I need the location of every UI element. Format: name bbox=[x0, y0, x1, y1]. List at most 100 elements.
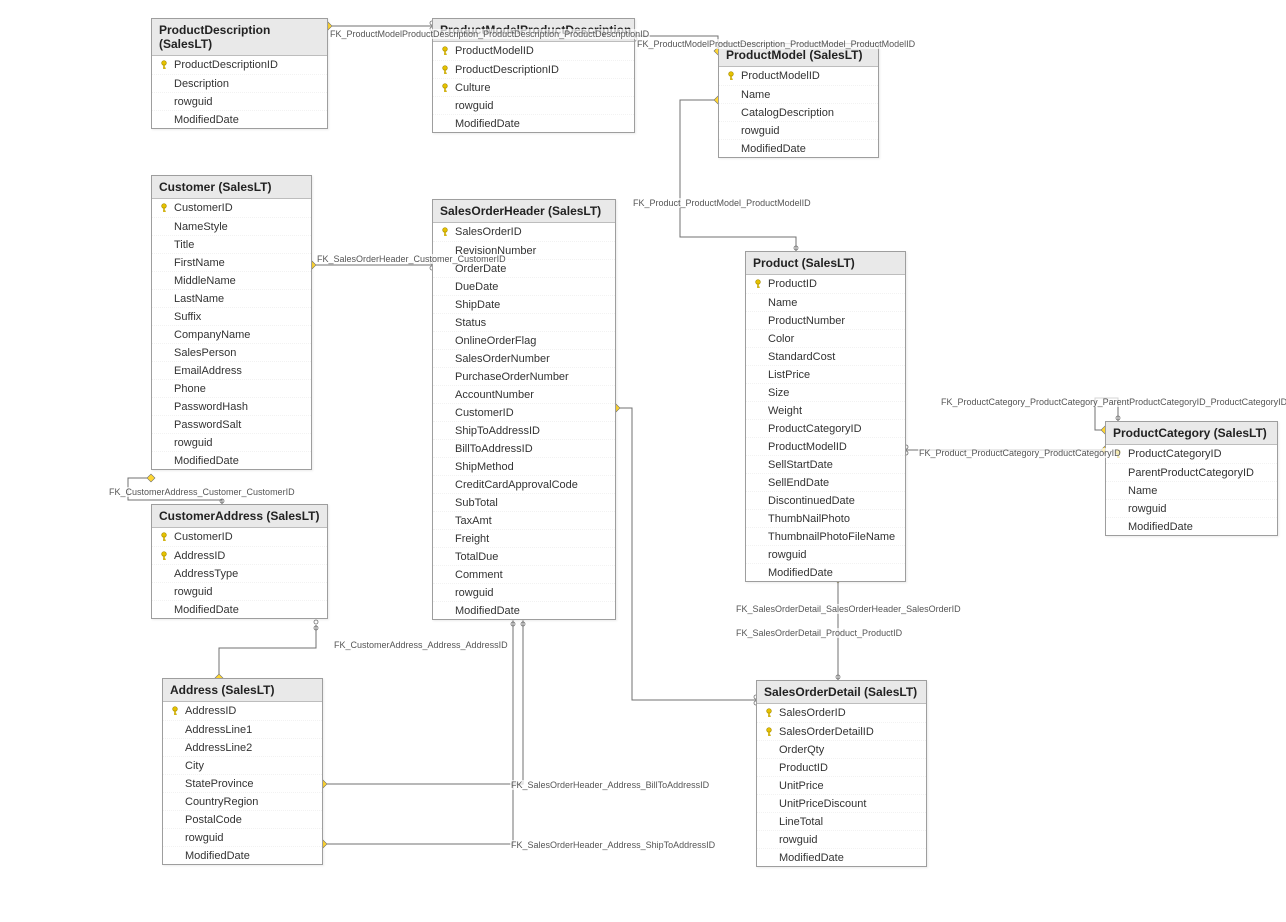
column-row[interactable]: AddressType bbox=[152, 564, 327, 582]
column-row[interactable]: LastName bbox=[152, 289, 311, 307]
column-row[interactable]: Color bbox=[746, 329, 905, 347]
column-row[interactable]: StateProvince bbox=[163, 774, 322, 792]
column-row[interactable]: Phone bbox=[152, 379, 311, 397]
column-row[interactable]: UnitPriceDiscount bbox=[757, 794, 926, 812]
column-row[interactable]: rowguid bbox=[433, 96, 634, 114]
column-row[interactable]: TotalDue bbox=[433, 547, 615, 565]
entity-header[interactable]: ProductDescription (SalesLT) bbox=[152, 19, 327, 56]
column-row[interactable]: rowguid bbox=[757, 830, 926, 848]
column-row[interactable]: ProductModelID bbox=[746, 437, 905, 455]
column-row[interactable]: ProductID bbox=[746, 275, 905, 293]
column-row[interactable]: rowguid bbox=[433, 583, 615, 601]
column-row[interactable]: Weight bbox=[746, 401, 905, 419]
entity-header[interactable]: SalesOrderDetail (SalesLT) bbox=[757, 681, 926, 704]
column-row[interactable]: ProductCategoryID bbox=[746, 419, 905, 437]
entity-CustomerAddress[interactable]: CustomerAddress (SalesLT)CustomerIDAddre… bbox=[151, 504, 328, 619]
column-row[interactable]: DueDate bbox=[433, 277, 615, 295]
column-row[interactable]: AddressLine1 bbox=[163, 720, 322, 738]
column-row[interactable]: CreditCardApprovalCode bbox=[433, 475, 615, 493]
column-row[interactable]: rowguid bbox=[152, 433, 311, 451]
column-row[interactable]: Name bbox=[719, 85, 878, 103]
column-row[interactable]: CountryRegion bbox=[163, 792, 322, 810]
column-row[interactable]: ProductNumber bbox=[746, 311, 905, 329]
entity-header[interactable]: SalesOrderHeader (SalesLT) bbox=[433, 200, 615, 223]
column-row[interactable]: ShipMethod bbox=[433, 457, 615, 475]
column-row[interactable]: PasswordHash bbox=[152, 397, 311, 415]
column-row[interactable]: ShipToAddressID bbox=[433, 421, 615, 439]
column-row[interactable]: SellEndDate bbox=[746, 473, 905, 491]
column-row[interactable]: SubTotal bbox=[433, 493, 615, 511]
entity-Product[interactable]: Product (SalesLT)ProductIDNameProductNum… bbox=[745, 251, 906, 582]
column-row[interactable]: ModifiedDate bbox=[152, 451, 311, 469]
column-row[interactable]: PostalCode bbox=[163, 810, 322, 828]
column-row[interactable]: ShipDate bbox=[433, 295, 615, 313]
column-row[interactable]: Title bbox=[152, 235, 311, 253]
column-row[interactable]: Comment bbox=[433, 565, 615, 583]
column-row[interactable]: SalesPerson bbox=[152, 343, 311, 361]
column-row[interactable]: OnlineOrderFlag bbox=[433, 331, 615, 349]
column-row[interactable]: CatalogDescription bbox=[719, 103, 878, 121]
column-row[interactable]: rowguid bbox=[152, 92, 327, 110]
column-row[interactable]: ProductModelID bbox=[433, 42, 634, 60]
column-row[interactable]: BillToAddressID bbox=[433, 439, 615, 457]
column-row[interactable]: TaxAmt bbox=[433, 511, 615, 529]
column-row[interactable]: CustomerID bbox=[152, 528, 327, 546]
column-row[interactable]: SalesOrderID bbox=[433, 223, 615, 241]
entity-Address[interactable]: Address (SalesLT)AddressIDAddressLine1Ad… bbox=[162, 678, 323, 865]
entity-ProductDescription[interactable]: ProductDescription (SalesLT)ProductDescr… bbox=[151, 18, 328, 129]
column-row[interactable]: CustomerID bbox=[433, 403, 615, 421]
entity-header[interactable]: Product (SalesLT) bbox=[746, 252, 905, 275]
column-row[interactable]: ParentProductCategoryID bbox=[1106, 463, 1277, 481]
column-row[interactable]: Status bbox=[433, 313, 615, 331]
column-row[interactable]: ModifiedDate bbox=[163, 846, 322, 864]
entity-body[interactable]: ProductIDNameProductNumberColorStandardC… bbox=[746, 275, 905, 581]
column-row[interactable]: Name bbox=[746, 293, 905, 311]
column-row[interactable]: OrderQty bbox=[757, 740, 926, 758]
column-row[interactable]: rowguid bbox=[152, 582, 327, 600]
column-row[interactable]: ProductDescriptionID bbox=[433, 60, 634, 78]
column-row[interactable]: SellStartDate bbox=[746, 455, 905, 473]
column-row[interactable]: ProductCategoryID bbox=[1106, 445, 1277, 463]
column-row[interactable]: City bbox=[163, 756, 322, 774]
column-row[interactable]: UnitPrice bbox=[757, 776, 926, 794]
column-row[interactable]: FirstName bbox=[152, 253, 311, 271]
column-row[interactable]: rowguid bbox=[1106, 499, 1277, 517]
column-row[interactable]: AddressID bbox=[152, 546, 327, 564]
column-row[interactable]: Freight bbox=[433, 529, 615, 547]
column-row[interactable]: EmailAddress bbox=[152, 361, 311, 379]
column-row[interactable]: SalesOrderNumber bbox=[433, 349, 615, 367]
column-row[interactable]: StandardCost bbox=[746, 347, 905, 365]
column-row[interactable]: ThumbNailPhoto bbox=[746, 509, 905, 527]
entity-SalesOrderDetail[interactable]: SalesOrderDetail (SalesLT)SalesOrderIDSa… bbox=[756, 680, 927, 867]
column-row[interactable]: rowguid bbox=[163, 828, 322, 846]
column-row[interactable]: PasswordSalt bbox=[152, 415, 311, 433]
column-row[interactable]: rowguid bbox=[746, 545, 905, 563]
column-row[interactable]: SalesOrderID bbox=[757, 704, 926, 722]
column-row[interactable]: MiddleName bbox=[152, 271, 311, 289]
entity-header[interactable]: Address (SalesLT) bbox=[163, 679, 322, 702]
column-row[interactable]: ModifiedDate bbox=[433, 601, 615, 619]
relationship-edge[interactable] bbox=[219, 625, 316, 678]
column-row[interactable]: ModifiedDate bbox=[746, 563, 905, 581]
column-row[interactable]: AddressID bbox=[163, 702, 322, 720]
entity-header[interactable]: ProductCategory (SalesLT) bbox=[1106, 422, 1277, 445]
entity-Customer[interactable]: Customer (SalesLT)CustomerIDNameStyleTit… bbox=[151, 175, 312, 470]
column-row[interactable]: ThumbnailPhotoFileName bbox=[746, 527, 905, 545]
column-row[interactable]: NameStyle bbox=[152, 217, 311, 235]
column-row[interactable]: Suffix bbox=[152, 307, 311, 325]
column-row[interactable]: ProductDescriptionID bbox=[152, 56, 327, 74]
column-row[interactable]: rowguid bbox=[719, 121, 878, 139]
column-row[interactable]: ModifiedDate bbox=[152, 110, 327, 128]
column-row[interactable]: LineTotal bbox=[757, 812, 926, 830]
relationship-edge[interactable] bbox=[616, 408, 756, 700]
column-row[interactable]: AddressLine2 bbox=[163, 738, 322, 756]
column-row[interactable]: CustomerID bbox=[152, 199, 311, 217]
column-row[interactable]: Description bbox=[152, 74, 327, 92]
column-row[interactable]: Culture bbox=[433, 78, 634, 96]
column-row[interactable]: ModifiedDate bbox=[152, 600, 327, 618]
column-row[interactable]: ModifiedDate bbox=[433, 114, 634, 132]
column-row[interactable]: ModifiedDate bbox=[719, 139, 878, 157]
column-row[interactable]: SalesOrderDetailID bbox=[757, 722, 926, 740]
entity-header[interactable]: CustomerAddress (SalesLT) bbox=[152, 505, 327, 528]
column-row[interactable]: CompanyName bbox=[152, 325, 311, 343]
